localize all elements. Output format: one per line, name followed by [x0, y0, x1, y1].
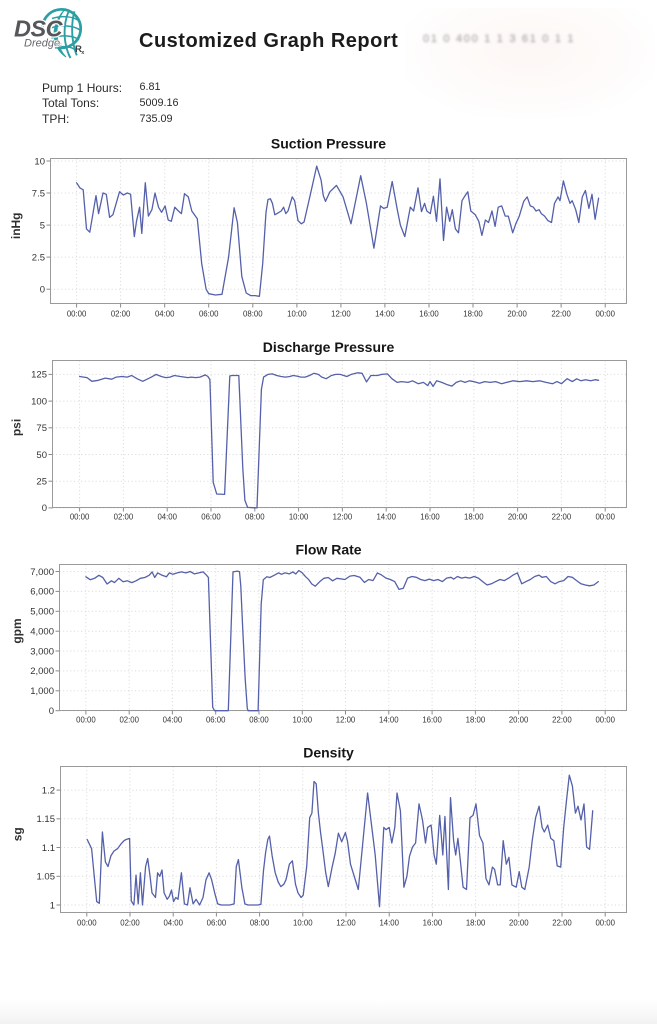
svg-text:gpm: gpm — [10, 618, 24, 643]
svg-text:16:00: 16:00 — [422, 716, 442, 725]
svg-text:14:00: 14:00 — [376, 513, 396, 522]
svg-text:14:00: 14:00 — [379, 918, 399, 927]
svg-text:0: 0 — [42, 503, 47, 514]
svg-text:1.15: 1.15 — [37, 814, 56, 825]
svg-text:125: 125 — [31, 370, 47, 381]
svg-text:0: 0 — [40, 285, 45, 296]
svg-text:12:00: 12:00 — [336, 918, 356, 927]
svg-text:20:00: 20:00 — [509, 716, 529, 725]
svg-text:Density: Density — [303, 745, 354, 761]
svg-text:00:00: 00:00 — [77, 918, 97, 927]
svg-text:50: 50 — [36, 450, 47, 461]
svg-text:00:00: 00:00 — [595, 513, 615, 522]
svg-text:14:00: 14:00 — [375, 310, 395, 319]
svg-text:06:00: 06:00 — [207, 918, 227, 927]
svg-text:08:00: 08:00 — [250, 918, 270, 927]
svg-text:02:00: 02:00 — [111, 310, 131, 319]
svg-text:16:00: 16:00 — [423, 918, 443, 927]
svg-text:7,000: 7,000 — [30, 567, 54, 578]
svg-text:0: 0 — [49, 706, 54, 717]
svg-text:2,000: 2,000 — [30, 666, 54, 677]
svg-text:20:00: 20:00 — [509, 918, 529, 927]
svg-text:20:00: 20:00 — [507, 310, 527, 319]
svg-text:18:00: 18:00 — [466, 918, 486, 927]
svg-text:18:00: 18:00 — [464, 513, 484, 522]
svg-text:04:00: 04:00 — [163, 716, 183, 725]
svg-text:06:00: 06:00 — [201, 513, 221, 522]
svg-text:18:00: 18:00 — [463, 310, 483, 319]
svg-text:12:00: 12:00 — [336, 716, 356, 725]
svg-text:00:00: 00:00 — [67, 310, 87, 319]
svg-text:10:00: 10:00 — [293, 918, 313, 927]
svg-text:R: R — [75, 44, 82, 55]
svg-text:00:00: 00:00 — [595, 918, 615, 927]
svg-text:22:00: 22:00 — [552, 716, 572, 725]
svg-text:06:00: 06:00 — [206, 716, 226, 725]
svg-text:1,000: 1,000 — [30, 686, 54, 697]
svg-text:02:00: 02:00 — [119, 716, 139, 725]
svg-text:02:00: 02:00 — [114, 513, 134, 522]
svg-text:x: x — [81, 50, 85, 56]
svg-text:inHg: inHg — [9, 212, 23, 239]
svg-text:22:00: 22:00 — [551, 310, 571, 319]
svg-text:12:00: 12:00 — [333, 513, 353, 522]
svg-text:16:00: 16:00 — [419, 310, 439, 319]
svg-text:00:00: 00:00 — [595, 310, 615, 319]
svg-text:10: 10 — [34, 156, 45, 167]
svg-text:00:00: 00:00 — [595, 716, 615, 725]
svg-text:1.1: 1.1 — [42, 843, 55, 854]
svg-text:04:00: 04:00 — [157, 513, 177, 522]
svg-text:5,000: 5,000 — [30, 607, 54, 618]
svg-text:5: 5 — [40, 220, 45, 231]
svg-text:4,000: 4,000 — [30, 627, 54, 638]
svg-text:LLC: LLC — [56, 43, 63, 47]
svg-text:00:00: 00:00 — [70, 513, 90, 522]
svg-text:Flow Rate: Flow Rate — [295, 542, 361, 558]
svg-text:2.5: 2.5 — [32, 252, 45, 263]
svg-text:Discharge Pressure: Discharge Pressure — [263, 339, 395, 355]
svg-text:18:00: 18:00 — [466, 716, 486, 725]
svg-text:20:00: 20:00 — [508, 513, 528, 522]
svg-text:10:00: 10:00 — [289, 513, 309, 522]
svg-text:75: 75 — [36, 423, 47, 434]
svg-text:08:00: 08:00 — [243, 310, 263, 319]
svg-text:psi: psi — [9, 419, 23, 436]
svg-text:22:00: 22:00 — [552, 918, 572, 927]
svg-text:25: 25 — [36, 477, 47, 488]
svg-text:02:00: 02:00 — [120, 918, 140, 927]
svg-text:12:00: 12:00 — [331, 310, 351, 319]
svg-text:10:00: 10:00 — [287, 310, 307, 319]
svg-text:16:00: 16:00 — [420, 513, 440, 522]
svg-text:6,000: 6,000 — [30, 587, 54, 598]
svg-text:04:00: 04:00 — [155, 310, 175, 319]
svg-text:00:00: 00:00 — [76, 716, 96, 725]
svg-text:sg: sg — [10, 827, 24, 841]
svg-text:7.5: 7.5 — [32, 188, 45, 199]
svg-text:08:00: 08:00 — [249, 716, 269, 725]
svg-text:1.2: 1.2 — [42, 785, 55, 796]
svg-text:Suction Pressure: Suction Pressure — [271, 136, 386, 152]
svg-text:DSC: DSC — [14, 16, 64, 42]
svg-text:100: 100 — [31, 396, 47, 407]
svg-text:Dredge: Dredge — [24, 38, 60, 50]
svg-text:22:00: 22:00 — [552, 513, 572, 522]
svg-text:14:00: 14:00 — [379, 716, 399, 725]
svg-text:10:00: 10:00 — [293, 716, 313, 725]
svg-text:06:00: 06:00 — [199, 310, 219, 319]
svg-text:3,000: 3,000 — [30, 646, 54, 657]
svg-text:1.05: 1.05 — [37, 872, 56, 883]
svg-text:08:00: 08:00 — [245, 513, 265, 522]
svg-text:04:00: 04:00 — [163, 918, 183, 927]
svg-text:1: 1 — [50, 900, 55, 911]
